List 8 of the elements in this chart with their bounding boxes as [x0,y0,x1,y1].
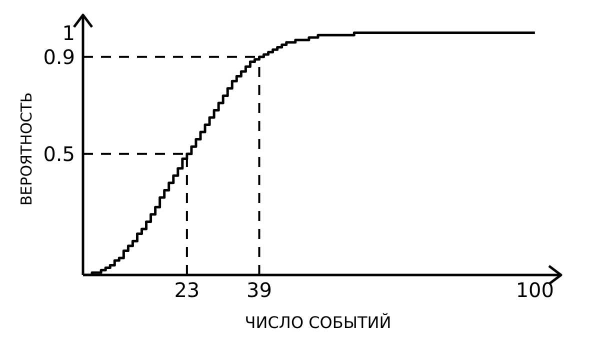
y-tick-label: 0.5 [43,142,75,166]
x-tick-label: 39 [246,278,272,302]
x-axis-title: ЧИСЛО СОБЫТИЙ [244,313,392,332]
x-tick-label: 100 [516,278,554,302]
y-tick-label: 1 [62,20,75,45]
y-tick-label: 0.9 [43,45,75,70]
y-axis-title: ВЕРОЯТНОСТЬ [17,92,36,206]
x-tick-label: 23 [174,278,200,302]
